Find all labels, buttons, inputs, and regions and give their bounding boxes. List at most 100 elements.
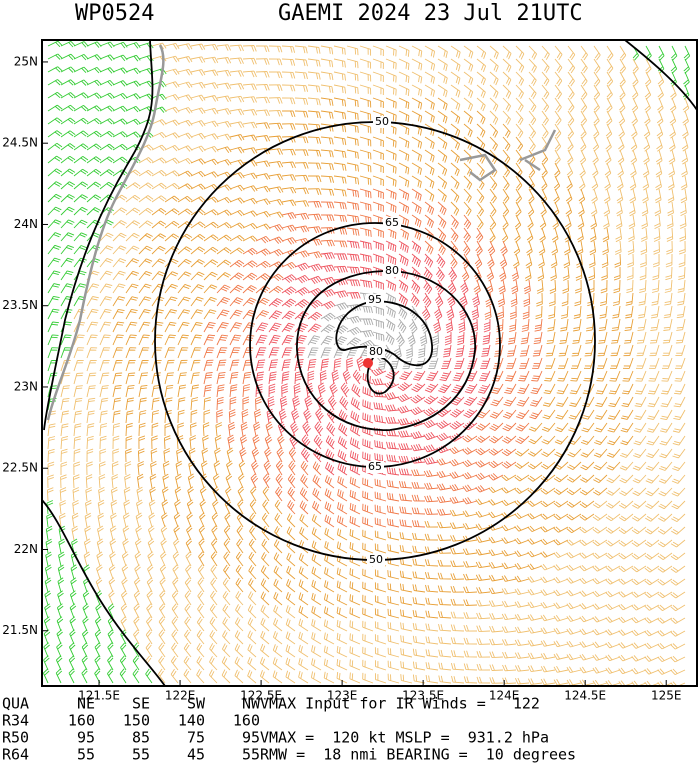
wind-barb (108, 590, 115, 606)
wind-barb (605, 641, 621, 649)
wind-barb (164, 94, 180, 101)
wind-barb (553, 678, 569, 686)
wind-barb (313, 434, 323, 450)
wind-barb (69, 603, 77, 619)
wind-barb (99, 181, 115, 190)
wind-barb (346, 315, 362, 324)
wind-barb (336, 567, 348, 580)
wind-barb (439, 370, 452, 382)
wind-barb (255, 334, 268, 346)
wind-barb (527, 614, 543, 621)
wind-barb (384, 392, 400, 400)
wind-barb (606, 71, 614, 87)
wind-barb (451, 675, 465, 684)
wind-barb (411, 383, 426, 393)
wind-barb (670, 630, 686, 637)
wind-barb (670, 655, 686, 663)
table-cell: QUA (2, 695, 29, 713)
wind-barb (677, 279, 686, 293)
wind-barb (621, 383, 634, 395)
wind-barb (229, 284, 244, 294)
wind-barb (298, 553, 309, 567)
wind-barb (281, 371, 290, 385)
wind-barb (125, 308, 138, 320)
wind-barb (476, 638, 491, 645)
wind-barb (463, 45, 474, 59)
wind-barb (502, 71, 512, 86)
wind-barb (320, 276, 336, 285)
wind-barb (333, 84, 347, 94)
wind-barb (190, 397, 199, 411)
wind-barb (138, 258, 153, 268)
table-cell: 75 (187, 729, 205, 747)
wind-barb (281, 359, 291, 372)
wind-barb (665, 266, 673, 281)
wind-barb (323, 619, 335, 632)
wind-barb (177, 321, 190, 333)
wind-barb (249, 525, 257, 541)
wind-barb (272, 631, 283, 645)
wind-barb (209, 669, 218, 684)
wind-barb (359, 214, 372, 225)
wind-barb (461, 266, 470, 282)
wind-barb (670, 552, 686, 561)
wind-barb (372, 318, 385, 329)
wind-barb (502, 201, 510, 217)
wind-barb (463, 586, 478, 594)
wind-barb (618, 667, 634, 675)
wind-barb (336, 632, 348, 645)
wind-barb (476, 201, 484, 217)
wind-barb (73, 423, 82, 437)
wind-barb (558, 344, 569, 357)
wind-barb (605, 539, 621, 547)
wind-barb (398, 253, 409, 267)
wind-barb (629, 175, 637, 191)
wind-barb (412, 532, 426, 541)
wind-barb (437, 585, 452, 593)
wind-barb (242, 297, 257, 307)
wind-barb (286, 526, 296, 541)
wind-barb (146, 616, 153, 632)
wind-barb (566, 577, 582, 584)
wind-barb (551, 227, 559, 243)
wind-barb (86, 92, 102, 99)
wind-barb (614, 253, 622, 268)
wind-barb (424, 559, 439, 567)
table-cell: VMAX Input for IR Winds = 122 (260, 695, 540, 713)
wind-barb (324, 514, 335, 528)
wind-barb (164, 296, 178, 307)
wind-barb (307, 213, 322, 221)
wind-barb (567, 84, 575, 100)
wind-barb (489, 664, 504, 671)
wind-barb (362, 607, 374, 619)
wind-barb (99, 143, 115, 151)
wind-barb (515, 71, 524, 86)
wind-barb (197, 603, 205, 619)
wind-barb (216, 146, 232, 153)
wind-barb (151, 347, 163, 359)
wind-barb (554, 45, 563, 61)
wind-barb (632, 487, 647, 497)
wind-barb (299, 500, 309, 515)
wind-barb (46, 512, 53, 528)
wind-barb (46, 500, 54, 515)
wind-barb (286, 513, 296, 528)
wind-barb (476, 214, 484, 230)
wind-barb (398, 214, 410, 227)
wind-barb (125, 118, 141, 126)
wind-barb (654, 214, 661, 230)
wind-barb (508, 331, 517, 345)
wind-barb (631, 84, 639, 100)
wind-barb (111, 474, 119, 489)
wind-barb (177, 271, 192, 281)
wind-barb (450, 560, 465, 568)
wind-barb (337, 462, 348, 476)
wind-barb (437, 598, 452, 606)
wind-barb (346, 214, 360, 223)
wind-barb (362, 568, 374, 580)
wind-barb (385, 162, 397, 174)
wind-barb (682, 97, 690, 113)
wind-barb (248, 538, 257, 554)
wind-barb (434, 305, 443, 321)
wind-barb (412, 370, 426, 381)
